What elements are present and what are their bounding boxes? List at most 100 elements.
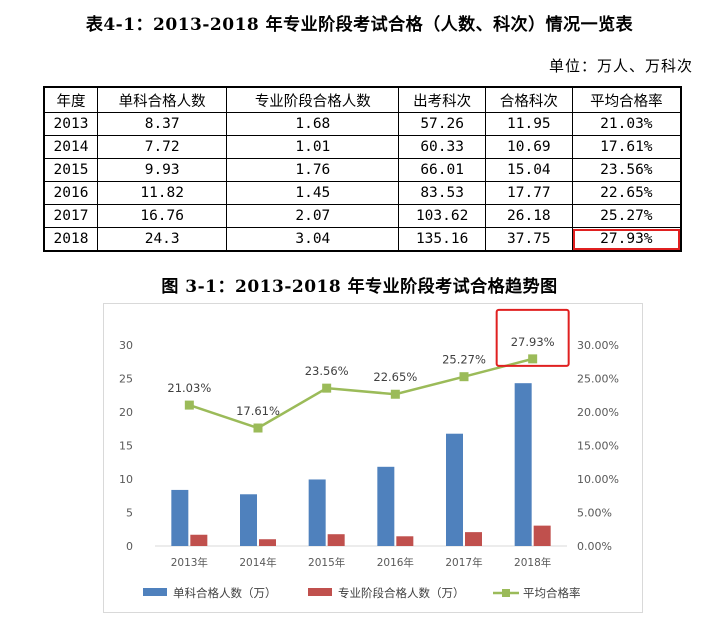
rate-marker (322, 383, 332, 393)
rate-data-label: 27.93% (511, 335, 555, 349)
bar-stage-passers (396, 536, 414, 546)
legend-label: 单科合格人数（万） (173, 586, 277, 600)
y-left-tick-label: 30 (119, 339, 133, 352)
cell-sittings: 66.01 (398, 158, 486, 182)
header-average-pass-rate: 平均合格率 (571, 86, 682, 113)
cell-rate: 25.27% (571, 204, 682, 228)
x-tick-label: 2017年 (445, 556, 482, 569)
cell-passed: 15.04 (485, 158, 573, 182)
header-year: 年度 (43, 86, 99, 113)
legend-swatch (308, 588, 332, 596)
table-header-row: 年度 单科合格人数 专业阶段合格人数 出考科次 合格科次 平均合格率 (43, 86, 682, 113)
rate-line-path (188, 357, 533, 430)
rate-marker (459, 372, 469, 382)
bar-single-subject-passers (377, 466, 395, 546)
chart-frame (103, 303, 643, 613)
pass-trend-chart: 0 5 10 15 20 25 30 0.00% 5.00% 10.00% 15.00% 20.00%… (103, 303, 643, 613)
cell-year: 2017 (43, 204, 99, 228)
header-single-subject-passers: 单科合格人数 (97, 86, 228, 113)
cell-year: 2018 (43, 227, 99, 252)
bar-stage-passers (259, 539, 276, 546)
bar-single-subject-passers (171, 489, 189, 546)
cell-single-subject: 24.3 (97, 227, 228, 252)
cell-passed: 37.75 (485, 227, 573, 252)
legend-marker (502, 589, 510, 597)
chart-legend: 单科合格人数（万） 专业阶段合格人数（万） 平均合格率 (143, 586, 581, 600)
x-tick-label: 2013年 (171, 556, 208, 569)
rate-data-label: 23.56% (305, 364, 349, 378)
bar-single-subject-passers (514, 383, 532, 546)
cell-year: 2014 (43, 135, 99, 159)
pass-statistics-table: 年度 单科合格人数 专业阶段合格人数 出考科次 合格科次 平均合格率 2013 … (43, 86, 682, 252)
chart-bars (171, 383, 551, 546)
table-row: 2017 16.76 2.07 103.62 26.18 25.27% (43, 204, 682, 228)
cell-rate-highlighted: 27.93% (571, 227, 682, 252)
cell-stage: 3.04 (226, 227, 400, 252)
cell-sittings: 103.62 (398, 204, 486, 228)
cell-stage: 1.68 (226, 112, 400, 136)
rate-data-label: 22.65% (373, 370, 417, 384)
bar-stage-passers (327, 534, 345, 546)
y-left-tick-label: 25 (119, 373, 133, 386)
table-row: 2016 11.82 1.45 83.53 17.77 22.65% (43, 181, 682, 205)
y-right-tick-label: 25.00% (577, 373, 619, 386)
y-left-tick-label: 10 (119, 473, 133, 486)
cell-sittings: 135.16 (398, 227, 486, 252)
rate-marker (184, 400, 194, 410)
table-row: 2013 8.37 1.68 57.26 11.95 21.03% (43, 112, 682, 136)
cell-passed: 17.77 (485, 181, 573, 205)
header-exam-sittings: 出考科次 (398, 86, 486, 113)
bar-single-subject-passers (308, 479, 326, 546)
x-tick-label: 2015年 (308, 556, 345, 569)
chart-title: 图 3-1：2013-2018 年专业阶段考试合格趋势图 (161, 277, 558, 297)
rate-data-label: 17.61% (236, 404, 280, 418)
cell-stage: 2.07 (226, 204, 400, 228)
chart-rate-line: 21.03% 17.61% 23.56% 22.65% 25.27% 27.93% (167, 308, 570, 433)
cell-year: 2013 (43, 112, 99, 136)
cell-single-subject: 9.93 (97, 158, 228, 182)
y-right-tick-label: 10.00% (577, 473, 619, 486)
table-title: 表4-1：2013-2018 年专业阶段考试合格（人数、科次）情况一览表 (85, 15, 634, 35)
bar-stage-passers (190, 534, 208, 546)
cell-passed: 26.18 (485, 204, 573, 228)
header-passed-sittings: 合格科次 (485, 86, 573, 113)
cell-passed: 10.69 (485, 135, 573, 159)
y-left-tick-label: 15 (119, 440, 133, 453)
unit-note: 单位：万人、万科次 (548, 57, 693, 75)
rate-data-label: 21.03% (167, 381, 211, 395)
x-tick-label: 2014年 (239, 556, 276, 569)
cell-rate: 23.56% (571, 158, 682, 182)
cell-sittings: 83.53 (398, 181, 486, 205)
legend-swatch (143, 588, 167, 596)
rate-marker (253, 423, 263, 433)
legend-label: 平均合格率 (523, 586, 581, 600)
chart-axes: 0 5 10 15 20 25 30 0.00% 5.00% 10.00% 15.00% 20.00%… (119, 339, 619, 569)
table-row: 2015 9.93 1.76 66.01 15.04 23.56% (43, 158, 682, 182)
cell-sittings: 57.26 (398, 112, 486, 136)
cell-single-subject: 16.76 (97, 204, 228, 228)
highlight-box (495, 308, 570, 367)
cell-single-subject: 11.82 (97, 181, 228, 205)
cell-stage: 1.01 (226, 135, 400, 159)
y-left-tick-label: 5 (126, 507, 133, 520)
cell-year: 2015 (43, 158, 99, 182)
cell-rate: 22.65% (571, 181, 682, 205)
rate-marker (390, 389, 400, 399)
y-right-tick-label: 5.00% (577, 507, 612, 520)
y-right-tick-label: 30.00% (577, 339, 619, 352)
cell-year: 2016 (43, 181, 99, 205)
cell-rate: 17.61% (571, 135, 682, 159)
bar-single-subject-passers (240, 494, 257, 546)
table-row: 2018 24.3 3.04 135.16 37.75 27.93% (43, 227, 682, 252)
y-right-tick-label: 20.00% (577, 406, 619, 419)
table-row: 2014 7.72 1.01 60.33 10.69 17.61% (43, 135, 682, 159)
cell-passed: 11.95 (485, 112, 573, 136)
header-stage-passers: 专业阶段合格人数 (226, 86, 400, 113)
rate-marker (528, 354, 538, 364)
y-left-tick-label: 0 (126, 540, 133, 553)
y-right-tick-label: 0.00% (577, 540, 612, 553)
x-tick-label: 2018年 (514, 556, 551, 569)
bar-stage-passers (465, 532, 482, 546)
cell-stage: 1.76 (226, 158, 400, 182)
cell-single-subject: 8.37 (97, 112, 228, 136)
